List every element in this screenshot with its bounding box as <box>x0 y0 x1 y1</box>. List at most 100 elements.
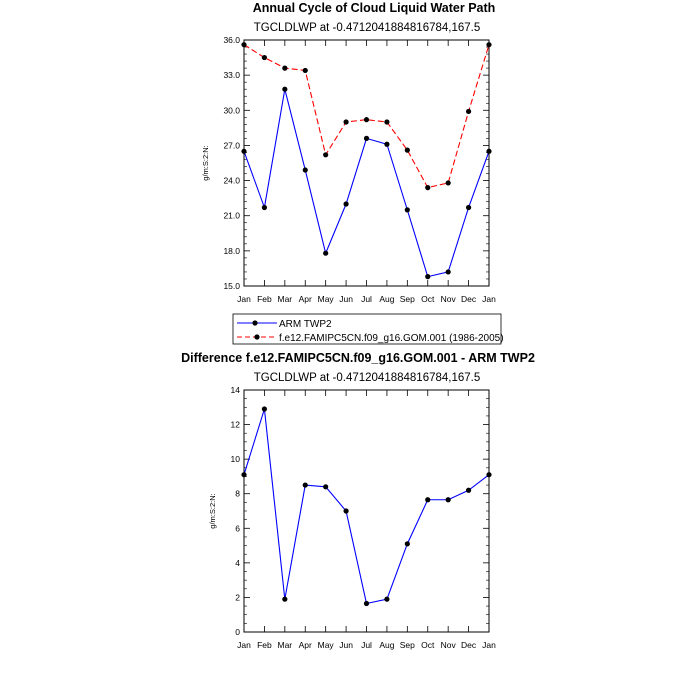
chart2-series-0-point <box>241 472 247 478</box>
chart2-xtick-label: Apr <box>299 640 312 650</box>
legend-marker-arm <box>252 320 258 326</box>
chart1-series-0-point <box>404 207 410 213</box>
chart1-series-0-point <box>241 148 247 154</box>
chart2-series <box>241 406 492 607</box>
chart1-ytick-label: 27.0 <box>223 140 240 150</box>
chart2-series-0-point <box>465 487 472 493</box>
chart2-xtick-label: May <box>318 640 335 650</box>
chart2-subtitle: TGCLDLWP at -0.4712041884816784,167.5 <box>254 372 481 384</box>
chart1-series-0-point <box>445 269 451 275</box>
chart1-series-1-point <box>282 65 288 71</box>
chart2-series-0-point <box>445 497 451 503</box>
chart1-ytick-label: 33.0 <box>223 70 240 80</box>
chart2-title: Difference f.e12.FAMIPC5CN.f09_g16.GOM.0… <box>181 351 535 365</box>
chart2-xtick-label: Dec <box>461 640 477 650</box>
chart2-ytick-label: 8 <box>235 489 240 499</box>
chart1-xtick-label: Jul <box>361 294 372 304</box>
chart1-series-1-point <box>261 54 268 61</box>
chart2-series-0-point <box>302 482 308 488</box>
chart1-series-0-point <box>384 141 390 147</box>
chart2-series-0-point <box>261 406 268 412</box>
chart1-subtitle: TGCLDLWP at -0.4712041884816784,167.5 <box>254 22 481 34</box>
chart2-ytick-label: 6 <box>235 523 240 533</box>
chart1-series-0-point <box>261 204 268 211</box>
chart1-series-0-point <box>425 274 431 280</box>
chart2-series-0-point <box>486 472 492 478</box>
chart2-series-0-point <box>282 596 288 602</box>
chart1-series-1-point <box>404 147 410 153</box>
chart1-series-1-point <box>241 42 247 48</box>
chart1-series-1-point <box>445 180 451 186</box>
chart1-series-0-point <box>363 135 370 141</box>
chart2-xtick-label: Jul <box>361 640 372 650</box>
legend-marker-model <box>254 334 260 340</box>
chart2-ytick-label: 0 <box>235 627 240 637</box>
chart2-series-0-point <box>323 484 329 490</box>
chart2-series-0-point <box>343 508 349 514</box>
chart1-series-1-point <box>363 117 370 123</box>
chart1-series-1-point <box>323 152 329 158</box>
chart1-title: Annual Cycle of Cloud Liquid Water Path <box>253 1 496 15</box>
chart1-xtick-label: Jan <box>482 294 496 304</box>
chart1-series-1-point <box>486 42 492 48</box>
chart2-ytick-label: 10 <box>231 454 241 464</box>
annual-cycle-chart: Annual Cycle of Cloud Liquid Water Path … <box>201 1 496 304</box>
chart1-ytick-label: 21.0 <box>223 211 240 221</box>
chart1-xtick-label: May <box>318 294 335 304</box>
legend-label-model: f.e12.FAMIPC5CN.f09_g16.GOM.001 (1986-20… <box>279 333 504 344</box>
chart1-xtick-label: Jun <box>339 294 353 304</box>
chart1-xtick-label: Apr <box>299 294 312 304</box>
chart1-series-1-point <box>343 119 349 125</box>
chart2-xtick-label: Jan <box>482 640 496 650</box>
chart2-xtick-label: Oct <box>421 640 435 650</box>
chart1-series <box>241 42 492 280</box>
chart1-ytick-label: 24.0 <box>223 176 240 186</box>
difference-chart: Difference f.e12.FAMIPC5CN.f09_g16.GOM.0… <box>181 351 535 650</box>
chart1-series-1-point <box>384 119 390 125</box>
chart2-ylabel: g/m:S:2:N: <box>208 493 217 528</box>
chart1-series-0-point <box>486 148 492 154</box>
chart1-plot-frame <box>243 39 490 287</box>
legend-box <box>232 313 502 345</box>
chart1-ticks: Jan Feb Mar Apr May Jun Jul Aug Sep Oct Nov Dec Jan 1… <box>223 35 496 304</box>
chart2-series-line-0 <box>243 408 490 605</box>
chart1-xtick-label: Jan <box>237 294 251 304</box>
chart2-xtick-label: Jun <box>339 640 353 650</box>
chart1-xtick-label: Nov <box>441 294 457 304</box>
legend-label-arm: ARM TWP2 <box>279 319 332 330</box>
chart2-ytick-label: 12 <box>231 420 241 430</box>
chart1-ytick-label: 15.0 <box>223 281 240 291</box>
chart2-ytick-label: 2 <box>235 592 240 602</box>
chart2-series-0-point <box>404 541 410 547</box>
chart2-ytick-label: 14 <box>231 385 241 395</box>
chart2-xtick-label: Jan <box>237 640 251 650</box>
chart2-series-0-point <box>425 497 431 503</box>
chart1-xtick-label: Sep <box>400 294 415 304</box>
chart2-ytick-label: 4 <box>235 558 240 568</box>
chart2-xtick-label: Sep <box>400 640 415 650</box>
chart1-ytick-label: 36.0 <box>223 35 240 45</box>
chart1-series-0-point <box>302 167 308 173</box>
chart1-xtick-label: Feb <box>257 294 272 304</box>
chart1-series-line-1 <box>243 44 490 189</box>
chart1-series-1-point <box>425 185 431 191</box>
chart2-xtick-label: Nov <box>441 640 457 650</box>
chart1-series-1-point <box>465 108 472 115</box>
chart1-xtick-label: Mar <box>278 294 293 304</box>
chart1-series-0-point <box>282 86 288 92</box>
chart1-series-0-point <box>343 201 349 207</box>
legend: ARM TWP2 f.e12.FAMIPC5CN.f09_g16.GOM.001… <box>232 313 504 345</box>
chart1-series-0-point <box>323 250 329 256</box>
chart1-ytick-label: 30.0 <box>223 105 240 115</box>
chart1-ylabel: g/m:S:2:N: <box>201 145 210 180</box>
chart2-series-0-point <box>384 596 390 602</box>
chart2-ticks: Jan Feb Mar Apr May Jun Jul Aug Sep Oct Nov Dec Jan 0… <box>231 385 497 650</box>
chart2-plot-frame <box>243 389 490 633</box>
chart2-series-0-point <box>363 600 370 607</box>
chart2-xtick-label: Feb <box>257 640 272 650</box>
chart2-xtick-label: Aug <box>379 640 394 650</box>
chart1-series-1-point <box>302 67 308 74</box>
chart1-ytick-label: 18.0 <box>223 246 240 256</box>
chart1-series-0-point <box>465 204 472 211</box>
